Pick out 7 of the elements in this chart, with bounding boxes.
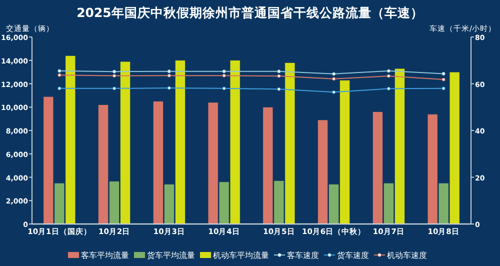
chart-title: 2025年国庆中秋假期徐州市普通国省干线公路流量（车速） <box>76 5 424 20</box>
legend-label: 货车平均流量 <box>147 251 195 260</box>
legend-label: 机动车速度 <box>387 251 427 260</box>
legend-label: 机动车平均流量 <box>213 251 269 260</box>
legend-label: 客车速度 <box>287 251 319 260</box>
legend-label: 货车速度 <box>337 251 369 260</box>
legend-label: 客车平均流量 <box>81 251 129 260</box>
